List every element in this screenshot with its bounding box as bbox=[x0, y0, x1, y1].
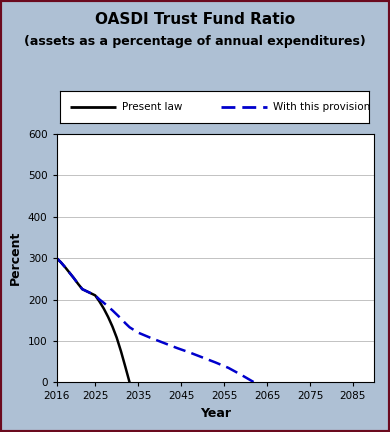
Text: With this provision: With this provision bbox=[273, 102, 370, 112]
X-axis label: Year: Year bbox=[200, 407, 231, 420]
Text: OASDI Trust Fund Ratio: OASDI Trust Fund Ratio bbox=[95, 12, 295, 27]
Text: Present law: Present law bbox=[122, 102, 183, 112]
Y-axis label: Percent: Percent bbox=[9, 231, 22, 285]
Text: (assets as a percentage of annual expenditures): (assets as a percentage of annual expend… bbox=[24, 35, 366, 48]
